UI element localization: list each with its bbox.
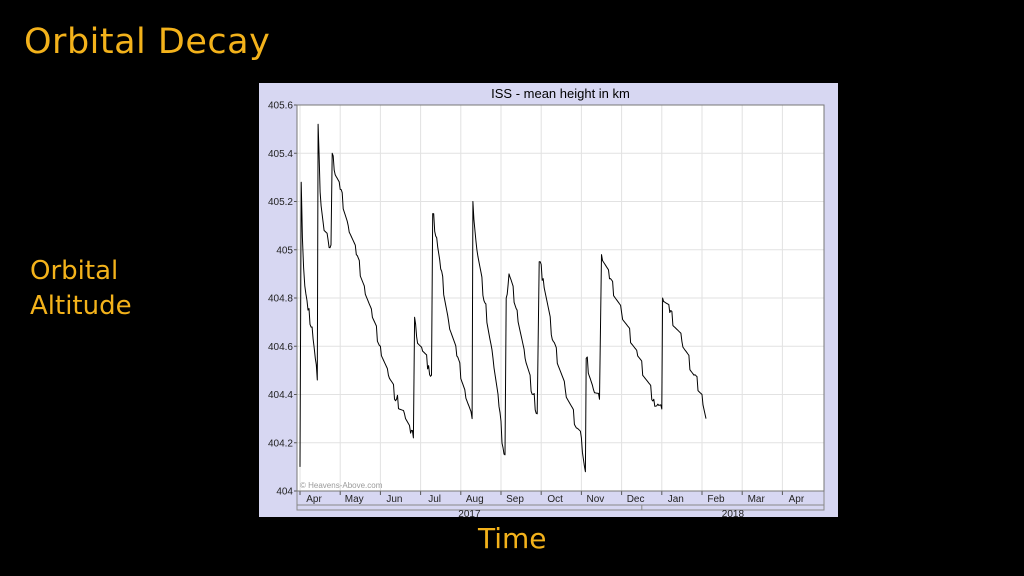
y-tick-label: 405.6 [268,101,293,112]
y-tick-label: 404.6 [268,342,293,353]
x-tick-label: May [345,494,364,505]
chart-container: 404 404.2 404.4 404.6 404.8 405 405.2 405.4 405.… [259,83,838,520]
x-tick-label: Apr [789,494,805,505]
series-line-0 [299,123,707,473]
slide-title: Orbital Decay [24,22,271,62]
x-tick-label: Jun [386,494,402,505]
chart-title: ISS - mean height in km [491,86,630,101]
year-label: 2018 [722,509,745,517]
x-axis-caption: Time [478,522,547,555]
y-tick-label: 405.4 [268,149,293,160]
x-tick-label: Dec [627,494,645,505]
x-tick-label: Feb [707,494,725,505]
y-tick-label: 404.8 [268,294,293,305]
plot-border [296,104,825,492]
iss-height-chart: 404 404.2 404.4 404.6 404.8 405 405.2 405.4 405.… [259,83,838,520]
x-tick-label: Nov [587,494,605,505]
y-tick-label: 404.2 [268,438,293,449]
y-tick-label: 405.2 [268,197,293,208]
x-tick-label: Jan [668,494,684,505]
y-tick-label: 404.4 [268,390,293,401]
y-axis-caption-line-1: Orbital [30,256,119,286]
watermark: © Heavens-Above.com [300,481,383,490]
x-tick-label: Aug [466,494,484,505]
x-tick-label: Sep [506,494,524,505]
y-axis-caption-line-2: Altitude [30,291,132,321]
year-label: 2017 [458,509,481,517]
x-tick-label: Jul [428,494,441,505]
x-tick-label: Apr [306,494,322,505]
x-tick-label: Mar [748,494,766,505]
y-tick-label: 405 [276,245,293,256]
y-axis-caption: Orbital Altitude [30,254,132,324]
x-tick-label: Oct [547,494,563,505]
y-tick-label: 404 [276,487,293,498]
